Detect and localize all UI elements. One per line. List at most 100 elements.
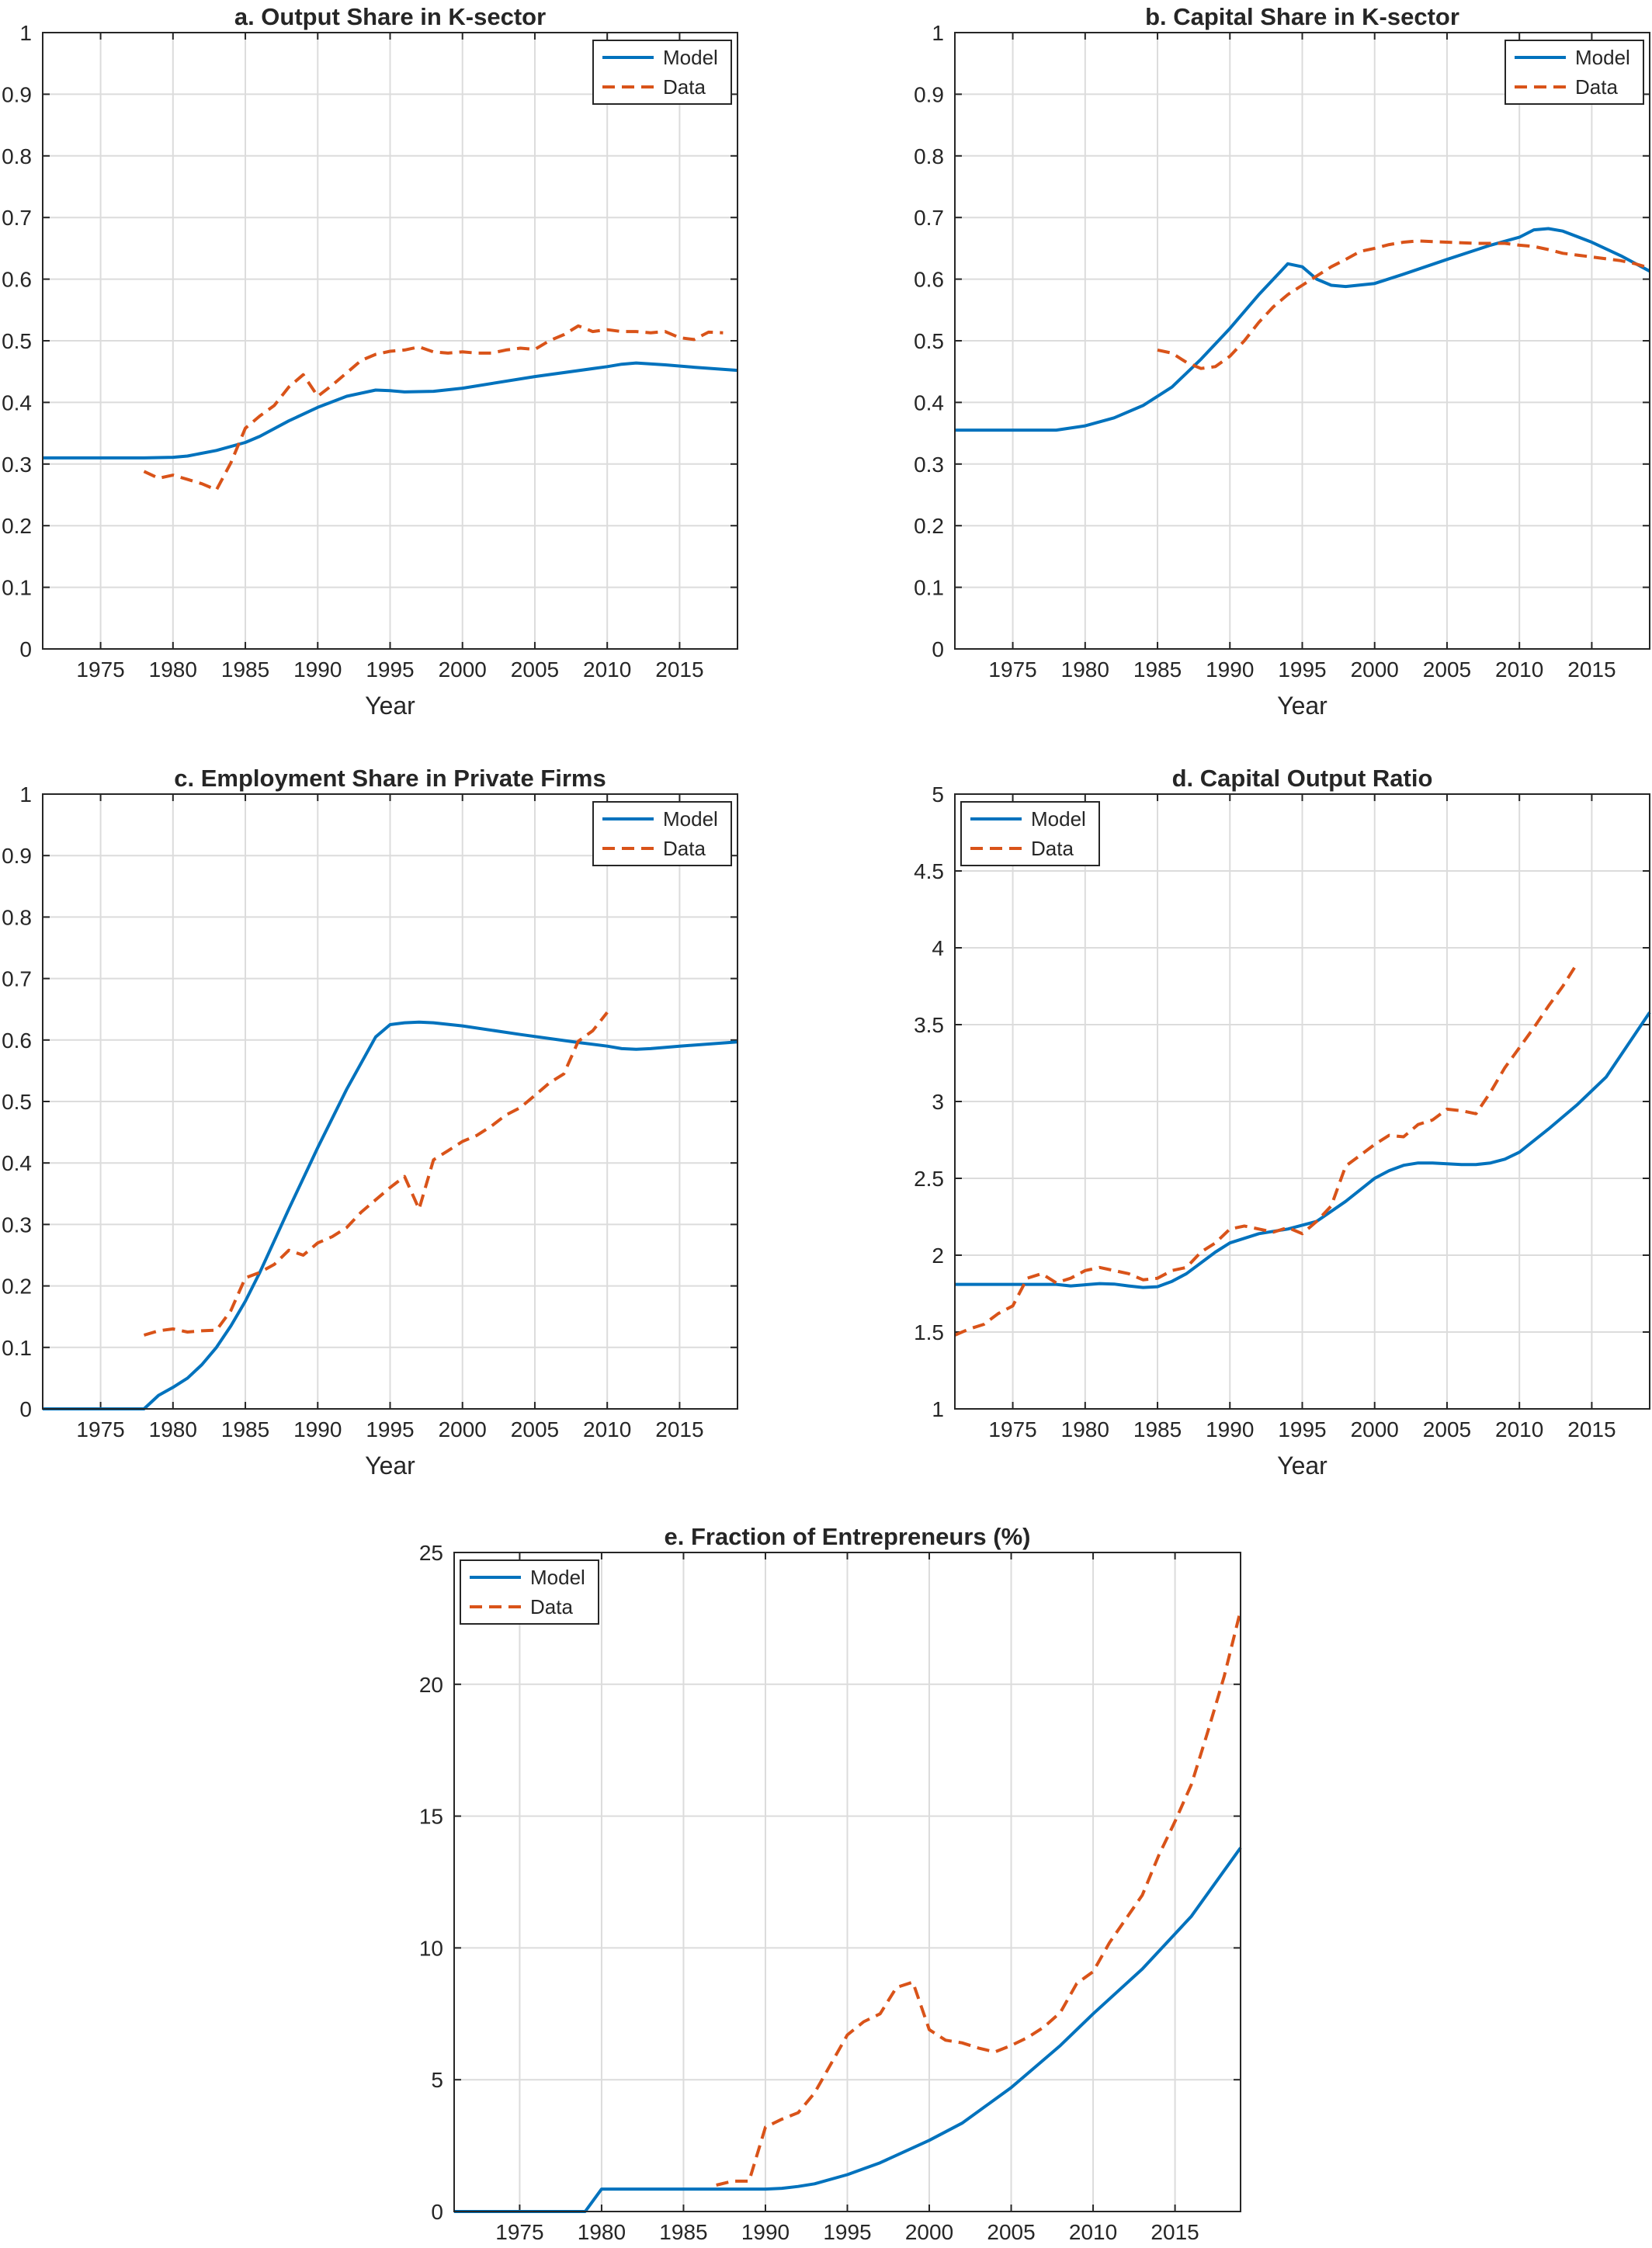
legend-label-model: Model: [1575, 46, 1630, 69]
x-tick-label: 2000: [439, 1417, 487, 1441]
chart-title: a. Output Share in K-sector: [234, 3, 546, 30]
x-tick-label: 1995: [366, 1417, 414, 1441]
y-tick-label: 2: [932, 1244, 944, 1268]
x-tick-label: 2010: [583, 1417, 631, 1441]
legend: Model Data: [960, 801, 1100, 866]
series-line-data: [143, 1011, 609, 1337]
y-tick-label: 0.4: [914, 390, 944, 415]
y-tick-label: 0.2: [2, 514, 32, 538]
chart-title: c. Employment Share in Private Firms: [174, 765, 606, 792]
x-tick-label: 1985: [659, 2220, 707, 2244]
series-line-data: [143, 324, 724, 492]
y-tick-label: 0.8: [914, 144, 944, 168]
legend-box: [960, 801, 1100, 866]
y-tick-label: 0.7: [914, 206, 944, 230]
y-tick-label: 0.9: [2, 844, 32, 868]
x-axis-label: Year: [365, 692, 415, 720]
y-tick-label: 4.5: [914, 859, 944, 883]
chart-title: e. Fraction of Entrepreneurs (%): [665, 1523, 1031, 1550]
x-tick-label: 2000: [905, 2220, 953, 2244]
axes-box: [954, 32, 1650, 650]
x-tick-label: 1990: [1206, 1417, 1254, 1441]
x-tick-label: 1990: [1206, 657, 1254, 682]
series-line-data: [1157, 239, 1650, 370]
x-tick-label: 2010: [583, 657, 631, 682]
y-tick-label: 0.8: [2, 905, 32, 929]
x-tick-label: 2015: [1150, 2220, 1199, 2244]
x-tick-label: 1990: [741, 2220, 790, 2244]
x-tick-label: 2010: [1495, 657, 1543, 682]
y-tick-label: 0.5: [914, 329, 944, 353]
x-tick-label: 1980: [1061, 657, 1109, 682]
x-tick-label: 2010: [1495, 1417, 1543, 1441]
y-tick-label: 0.1: [2, 576, 32, 600]
legend-label-data: Data: [663, 75, 706, 99]
y-tick-label: 4: [932, 936, 944, 960]
y-tick-label: 1.5: [914, 1320, 944, 1344]
y-tick-label: 0.6: [2, 1029, 32, 1053]
y-tick-label: 1: [932, 21, 944, 45]
y-tick-label: 0: [431, 2200, 443, 2224]
x-tick-label: 2000: [1351, 657, 1399, 682]
x-tick-label: 1995: [1278, 1417, 1326, 1441]
legend-label-data: Data: [530, 1595, 573, 1618]
y-tick-label: 0.2: [2, 1275, 32, 1299]
y-tick-label: 0.9: [914, 82, 944, 106]
panel-c: 1975 1980 1985 1990 1995 2000 2005 2010 2015 0 0.1…: [2, 765, 738, 1480]
y-tick-label: 0.5: [2, 329, 32, 353]
y-tick-label: 0: [932, 637, 944, 661]
axes-box: [954, 793, 1650, 1410]
y-tick-label: 0.6: [2, 268, 32, 292]
chart-title: b. Capital Share in K-sector: [1145, 3, 1459, 30]
y-tick-label: 1: [19, 21, 32, 45]
y-tick-label: 3.5: [914, 1013, 944, 1037]
y-tick-label: 0.7: [2, 967, 32, 991]
y-tick-label: 0.5: [2, 1090, 32, 1114]
y-tick-label: 2.5: [914, 1167, 944, 1191]
x-tick-label: 1980: [578, 2220, 626, 2244]
x-tick-label: 1995: [823, 2220, 871, 2244]
x-axis-label: Year: [365, 1452, 415, 1480]
series-line-data: [954, 962, 1579, 1337]
x-tick-label: 1980: [149, 1417, 197, 1441]
legend: Model Data: [592, 40, 732, 105]
x-tick-label: 2005: [1423, 657, 1471, 682]
legend-label-model: Model: [1031, 807, 1086, 831]
x-tick-label: 1990: [293, 657, 342, 682]
chart-title: d. Capital Output Ratio: [1172, 765, 1433, 792]
y-tick-label: 5: [932, 782, 944, 807]
series-line-model: [43, 361, 738, 460]
legend-label-data: Data: [1031, 837, 1074, 860]
legend-box: [592, 801, 732, 866]
x-tick-label: 2010: [1069, 2220, 1117, 2244]
x-tick-label: 1980: [1061, 1417, 1109, 1441]
x-tick-label: 2015: [655, 1417, 703, 1441]
x-tick-label: 1975: [495, 2220, 543, 2244]
x-tick-label: 1985: [1133, 1417, 1182, 1441]
legend: Model Data: [592, 801, 732, 866]
series-line-model: [454, 1847, 1242, 2213]
y-tick-label: 0.9: [2, 82, 32, 106]
legend-label-model: Model: [663, 807, 718, 831]
x-tick-label: 1990: [293, 1417, 342, 1441]
y-tick-label: 0.3: [2, 1212, 32, 1237]
x-tick-label: 2015: [1567, 1417, 1616, 1441]
y-tick-label: 0: [19, 1397, 32, 1421]
x-tick-label: 2005: [987, 2220, 1035, 2244]
panel-e: 1975 1980 1985 1990 1995 2000 2005 2010 20150510…: [419, 1523, 1242, 2244]
legend: Model Data: [1504, 40, 1644, 105]
x-tick-label: 2005: [511, 657, 559, 682]
series-line-model: [955, 1011, 1651, 1289]
y-tick-label: 25: [419, 1541, 443, 1565]
y-tick-label: 0.1: [914, 576, 944, 600]
x-axis-label: Year: [1277, 692, 1328, 720]
y-tick-label: 15: [419, 1805, 443, 1829]
x-tick-label: 1985: [221, 657, 269, 682]
legend-box: [1504, 40, 1644, 105]
x-tick-label: 2000: [439, 657, 487, 682]
y-tick-label: 1: [19, 782, 32, 807]
y-tick-label: 0.6: [914, 268, 944, 292]
x-tick-label: 1985: [1133, 657, 1182, 682]
x-axis-label: Year: [1277, 1452, 1328, 1480]
x-tick-label: 1975: [988, 1417, 1036, 1441]
